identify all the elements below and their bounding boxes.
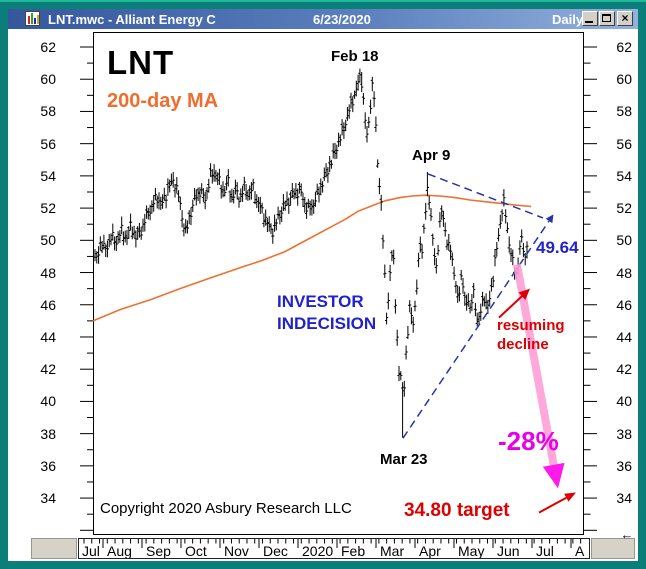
date-axis-filler-left bbox=[31, 538, 77, 559]
y-axis-label: 46 bbox=[40, 297, 56, 313]
date-axis-filler-right bbox=[591, 538, 635, 559]
y-axis-label: 38 bbox=[616, 426, 632, 442]
maximize-icon bbox=[602, 14, 611, 22]
annotation-rebound-date: Apr 9 bbox=[412, 147, 451, 164]
app-icon-bar-green bbox=[31, 13, 33, 24]
chart-date: 6/23/2020 bbox=[313, 12, 371, 27]
y-axis-label: 42 bbox=[40, 361, 56, 377]
y-axis-label: 46 bbox=[616, 297, 632, 313]
window-title: LNT.mwc - Alliant Energy C bbox=[48, 12, 216, 27]
annotation-pattern-line2: INDECISION bbox=[277, 314, 377, 333]
y-axis-label: 36 bbox=[616, 458, 632, 474]
month-label: Mar bbox=[380, 543, 405, 559]
annotation-warning-line2: decline bbox=[497, 336, 549, 353]
ma-label: 200-day MA bbox=[107, 90, 219, 112]
app-icon-bar-red bbox=[28, 16, 30, 24]
close-button[interactable]: × bbox=[617, 11, 633, 26]
y-axis-label: 52 bbox=[616, 200, 632, 216]
y-axis-label: 38 bbox=[40, 426, 56, 442]
y-axis-label: 44 bbox=[616, 329, 632, 345]
app-icon bbox=[25, 11, 40, 26]
y-axis-label: 60 bbox=[616, 71, 632, 87]
date-axis-strip: Jul Aug Sep Oct Nov Dec 2020 Feb Mar Apr May Jun Jul… bbox=[78, 538, 590, 559]
month-label: Nov bbox=[224, 543, 249, 559]
month-label: Oct bbox=[185, 543, 207, 559]
copyright-label: Copyright 2020 Asbury Research LLC bbox=[100, 500, 352, 517]
minimize-button[interactable] bbox=[582, 11, 598, 26]
periodicity-label: Daily bbox=[552, 12, 584, 27]
y-axis-label: 42 bbox=[616, 361, 632, 377]
y-axis-label: 54 bbox=[40, 168, 56, 184]
app-icon-bar-blue bbox=[34, 18, 36, 24]
target-price-label: 34.80 target bbox=[404, 500, 510, 521]
y-axis-label: 34 bbox=[40, 490, 56, 506]
month-label: Sep bbox=[146, 543, 171, 559]
y-axis-label: 40 bbox=[616, 393, 632, 409]
last-price-label: 49.64 bbox=[536, 238, 579, 257]
y-axis-label: 40 bbox=[40, 393, 56, 409]
y-axis-label: 50 bbox=[40, 232, 56, 248]
y-axis-label: 62 bbox=[616, 39, 632, 55]
window-border-highlight bbox=[0, 0, 646, 2]
y-axis-label: 50 bbox=[616, 232, 632, 248]
month-label: 2020 bbox=[302, 543, 334, 559]
month-label: A bbox=[575, 543, 585, 559]
symbol-label: LNT bbox=[107, 44, 175, 81]
decline-percent-label: -28% bbox=[498, 426, 559, 456]
title-bar[interactable]: LNT.mwc - Alliant Energy C 6/23/2020 Dai… bbox=[8, 9, 638, 29]
month-label: May bbox=[458, 543, 485, 559]
annotation-warning-line1: resuming bbox=[497, 317, 565, 334]
month-label: Jul bbox=[536, 543, 554, 559]
y-axis-label: 36 bbox=[40, 458, 56, 474]
month-label: Apr bbox=[419, 543, 441, 559]
y-axis-label: 48 bbox=[40, 265, 56, 281]
y-axis-label: 54 bbox=[616, 168, 632, 184]
y-axis-label: 58 bbox=[40, 103, 56, 119]
y-axis-label: 52 bbox=[40, 200, 56, 216]
annotation-peak-date: Feb 18 bbox=[331, 48, 379, 65]
month-label: Feb bbox=[341, 543, 366, 559]
month-label: Dec bbox=[263, 543, 288, 559]
app-icon-bar-gold bbox=[37, 15, 39, 24]
annotation-pattern: INVESTOR INDECISION bbox=[277, 291, 376, 335]
scroll-left-icon[interactable]: ← bbox=[620, 527, 634, 542]
minimize-icon bbox=[585, 21, 593, 23]
y-axis-label: 56 bbox=[40, 136, 56, 152]
annotation-warning: resuming decline bbox=[497, 316, 565, 354]
y-axis-label: 58 bbox=[616, 103, 632, 119]
y-axis-label: 60 bbox=[40, 71, 56, 87]
month-label: Jul bbox=[82, 543, 100, 559]
month-label: Aug bbox=[107, 543, 132, 559]
maximize-button[interactable] bbox=[599, 11, 615, 26]
month-label: Jun bbox=[497, 543, 520, 559]
y-axis-label: 44 bbox=[40, 329, 56, 345]
y-axis-label: 34 bbox=[616, 490, 632, 506]
y-axis-label: 56 bbox=[616, 136, 632, 152]
y-axis-label: 48 bbox=[616, 265, 632, 281]
y-axis-label: 62 bbox=[40, 39, 56, 55]
annotation-low-date: Mar 23 bbox=[380, 451, 428, 468]
annotation-pattern-line1: INVESTOR bbox=[277, 292, 364, 311]
